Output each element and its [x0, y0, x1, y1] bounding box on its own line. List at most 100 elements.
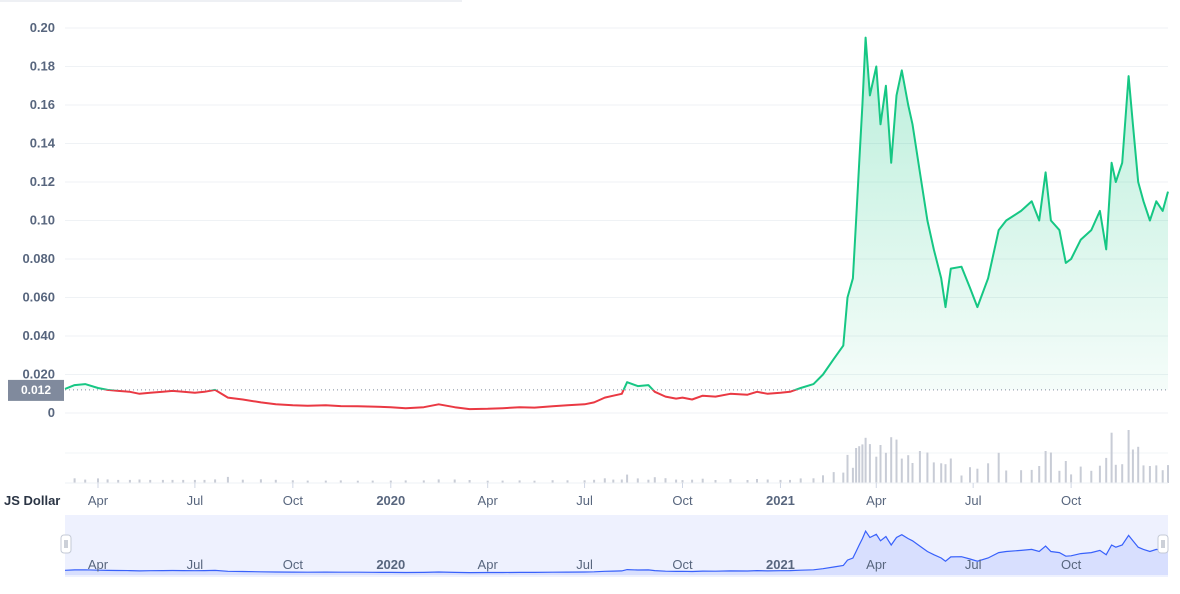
price-point[interactable] — [713, 394, 718, 399]
navigator-left-handle[interactable] — [60, 534, 72, 554]
price-point[interactable] — [421, 405, 426, 410]
price-line-down[interactable] — [65, 38, 1168, 411]
price-point[interactable] — [943, 305, 948, 310]
price-point[interactable] — [602, 395, 607, 400]
price-point[interactable] — [1120, 160, 1125, 165]
price-point[interactable] — [821, 372, 826, 377]
price-point[interactable] — [148, 390, 153, 395]
price-point[interactable] — [323, 403, 328, 408]
price-point[interactable] — [485, 406, 490, 411]
price-point[interactable] — [1097, 208, 1102, 213]
price-point[interactable] — [889, 160, 894, 165]
navigator-right-handle[interactable] — [1157, 534, 1169, 554]
price-point[interactable] — [857, 160, 862, 165]
navigator-range-window[interactable] — [65, 515, 1168, 577]
price-point[interactable] — [452, 405, 457, 410]
price-point[interactable] — [831, 357, 836, 362]
price-point[interactable] — [1089, 228, 1094, 233]
price-point[interactable] — [1104, 247, 1109, 252]
price-point[interactable] — [986, 276, 991, 281]
price-point[interactable] — [225, 395, 230, 400]
navigator-right-handle-grip[interactable] — [1157, 534, 1169, 554]
price-point[interactable] — [202, 389, 207, 394]
price-point[interactable] — [883, 83, 888, 88]
price-point[interactable] — [1136, 180, 1141, 185]
price-point[interactable] — [565, 403, 570, 408]
price-point[interactable] — [1043, 170, 1048, 175]
price-point[interactable] — [910, 122, 915, 127]
price-point[interactable] — [338, 404, 343, 409]
price-point[interactable] — [1037, 218, 1042, 223]
price-point[interactable] — [728, 391, 733, 396]
price-point[interactable] — [116, 388, 121, 393]
price-point[interactable] — [240, 397, 245, 402]
price-point[interactable] — [517, 405, 522, 410]
price-point[interactable] — [798, 386, 803, 391]
price-point[interactable] — [917, 170, 922, 175]
price-point[interactable] — [619, 391, 624, 396]
price-point[interactable] — [690, 397, 695, 402]
price-point[interactable] — [1113, 180, 1118, 185]
price-point[interactable] — [1019, 208, 1024, 213]
price-point[interactable] — [582, 402, 587, 407]
price-point[interactable] — [388, 405, 393, 410]
price-point[interactable] — [931, 247, 936, 252]
price-point[interactable] — [436, 402, 441, 407]
price-point[interactable] — [467, 407, 472, 412]
navigator[interactable]: Apr Jul Oct 2020 Apr Jul Oct 2021 Apr Jul Oct — [60, 515, 1169, 577]
price-point[interactable] — [745, 392, 750, 397]
price-point[interactable] — [1048, 218, 1053, 223]
price-point[interactable] — [273, 402, 278, 407]
price-point[interactable] — [894, 93, 899, 98]
price-point[interactable] — [854, 218, 859, 223]
price-point[interactable] — [500, 406, 505, 411]
price-point[interactable] — [305, 403, 310, 408]
price-point[interactable] — [1109, 160, 1114, 165]
price-point[interactable] — [680, 395, 685, 400]
price-point[interactable] — [83, 382, 88, 387]
price-point[interactable] — [1029, 199, 1034, 204]
price-point[interactable] — [674, 396, 679, 401]
price-point[interactable] — [1078, 237, 1083, 242]
price-point[interactable] — [867, 93, 872, 98]
price-point[interactable] — [355, 404, 360, 409]
price-point[interactable] — [192, 390, 197, 395]
price-point[interactable] — [1004, 218, 1009, 223]
price-point[interactable] — [874, 64, 879, 69]
price-point[interactable] — [850, 276, 855, 281]
price-point[interactable] — [663, 394, 668, 399]
price-point[interactable] — [878, 122, 883, 127]
price-point[interactable] — [1063, 260, 1068, 265]
price-point[interactable] — [959, 264, 964, 269]
price-point[interactable] — [1154, 199, 1159, 204]
price-point[interactable] — [370, 404, 375, 409]
price-point[interactable] — [996, 228, 1001, 233]
navigator-left-handle-grip[interactable] — [60, 534, 72, 554]
price-point[interactable] — [1130, 122, 1135, 127]
price-point[interactable] — [170, 388, 175, 393]
price-point[interactable] — [811, 382, 816, 387]
price-point[interactable] — [863, 35, 868, 40]
price-point[interactable] — [765, 391, 770, 396]
price-point[interactable] — [1057, 228, 1062, 233]
price-point[interactable] — [550, 404, 555, 409]
price-point[interactable] — [625, 380, 630, 385]
price-series[interactable] — [63, 35, 1171, 412]
price-point[interactable] — [1069, 257, 1074, 262]
price-point[interactable] — [1141, 199, 1146, 204]
price-point[interactable] — [845, 295, 850, 300]
price-point[interactable] — [592, 400, 597, 405]
price-point[interactable] — [700, 393, 705, 398]
price-point[interactable] — [860, 103, 865, 108]
price-line-up[interactable] — [64, 36, 1169, 410]
price-point[interactable] — [72, 383, 77, 388]
price-point[interactable] — [1166, 189, 1171, 194]
price-point[interactable] — [906, 103, 911, 108]
price-point[interactable] — [646, 383, 651, 388]
price-point[interactable] — [1160, 208, 1165, 213]
price-point[interactable] — [899, 68, 904, 73]
price-point[interactable] — [290, 403, 295, 408]
price-point[interactable] — [778, 390, 783, 395]
